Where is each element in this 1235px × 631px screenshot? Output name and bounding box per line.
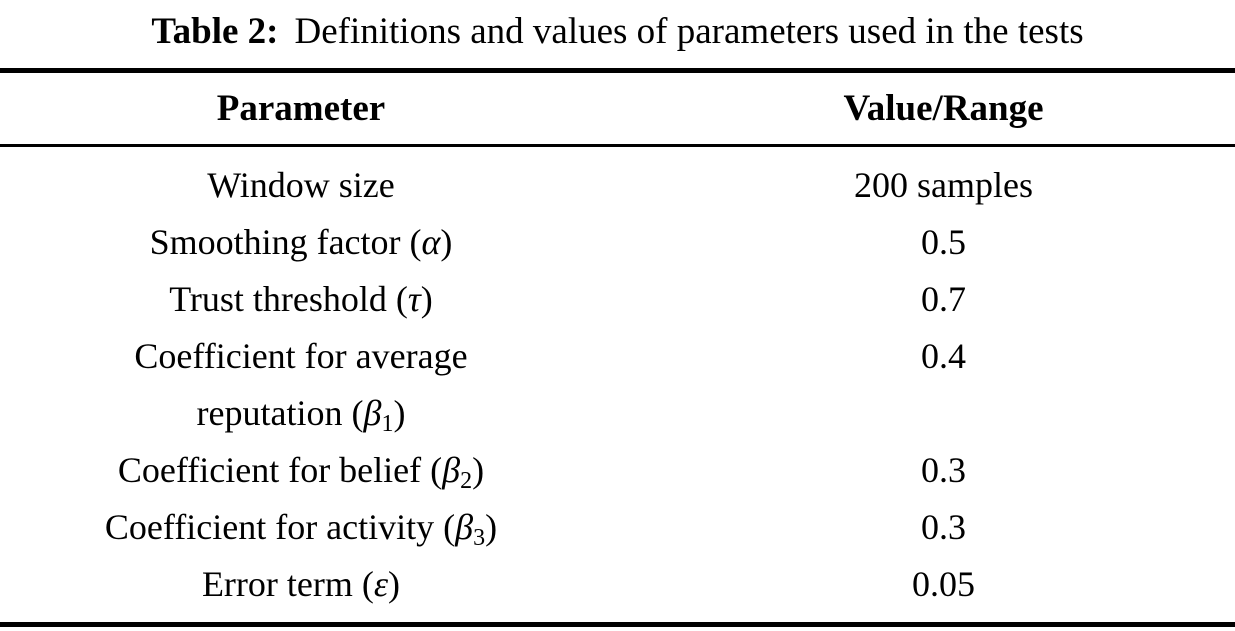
parameter-name: Smoothing factor (α) xyxy=(0,214,602,271)
parameter-text: Smoothing factor ( xyxy=(149,222,422,262)
table-row: Error term (ε) 0.05 xyxy=(0,556,1235,613)
greek-symbol: β xyxy=(363,393,382,433)
table-header-row: Parameter Value/Range xyxy=(0,73,1235,144)
parameter-text-close: ) xyxy=(420,279,433,319)
parameter-text-close: ) xyxy=(472,450,485,490)
parameter-text-close: ) xyxy=(393,393,406,433)
parameter-text: Coefficient for activity ( xyxy=(104,507,456,547)
table-header-rule xyxy=(0,144,1235,147)
table-caption: Table 2: Definitions and values of parame… xyxy=(0,0,1235,58)
value-cell: 0.4 xyxy=(921,336,966,376)
parameter-cell: Smoothing factor (α) xyxy=(0,214,602,271)
parameter-name: Error term (ε) xyxy=(0,556,602,613)
parameter-text-close: ) xyxy=(485,507,498,547)
parameter-cell: Coefficient for activity (β3) xyxy=(0,499,602,556)
table-row: Coefficient for average reputation (β1) … xyxy=(0,328,1235,442)
table-caption-text: Definitions and values of parameters use… xyxy=(294,11,1084,52)
parameter-name-line-1: Coefficient for average xyxy=(0,328,602,385)
parameter-text-close: ) xyxy=(440,222,453,262)
value-cell: 0.3 xyxy=(921,450,966,490)
column-header-parameter: Parameter xyxy=(216,88,386,129)
parameter-name: Window size xyxy=(0,157,602,214)
value-cell: 200 samples xyxy=(854,165,1033,205)
table-row: Smoothing factor (α) 0.5 xyxy=(0,214,1235,271)
parameter-cell: Coefficient for average reputation (β1) xyxy=(0,328,602,442)
parameter-name: Coefficient for belief (β2) xyxy=(0,442,602,499)
table-top-rule xyxy=(0,68,1235,73)
table-body: Window size 200 samples Smoothing factor… xyxy=(0,147,1235,622)
value-cell: 0.5 xyxy=(921,222,966,262)
value-cell: 0.7 xyxy=(921,279,966,319)
table-row: Trust threshold (τ) 0.7 xyxy=(0,271,1235,328)
parameter-name-line-2: reputation (β1) xyxy=(0,385,602,442)
greek-symbol: α xyxy=(421,222,441,262)
parameter-cell: Trust threshold (τ) xyxy=(0,271,602,328)
symbol-subscript: 1 xyxy=(381,411,394,437)
parameter-text: Coefficient for average xyxy=(134,336,468,376)
greek-symbol: ε xyxy=(373,564,389,604)
parameter-text: Window size xyxy=(207,165,395,205)
parameter-cell: Error term (ε) xyxy=(0,556,602,613)
parameter-text-close: ) xyxy=(388,564,401,604)
table-row: Window size 200 samples xyxy=(0,157,1235,214)
value-cell: 0.05 xyxy=(912,564,975,604)
table-row: Coefficient for belief (β2) 0.3 xyxy=(0,442,1235,499)
greek-symbol: β xyxy=(442,450,461,490)
symbol-subscript: 3 xyxy=(473,525,486,551)
greek-symbol: β xyxy=(455,507,474,547)
symbol-subscript: 2 xyxy=(460,468,473,494)
parameter-text: Error term ( xyxy=(201,564,374,604)
parameter-text: Coefficient for belief ( xyxy=(117,450,443,490)
parameter-name: Coefficient for activity (β3) xyxy=(0,499,602,556)
parameter-name: Trust threshold (τ) xyxy=(0,271,602,328)
table-row: Coefficient for activity (β3) 0.3 xyxy=(0,499,1235,556)
value-cell: 0.3 xyxy=(921,507,966,547)
parameter-text: Trust threshold ( xyxy=(169,279,408,319)
parameter-cell: Coefficient for belief (β2) xyxy=(0,442,602,499)
greek-symbol: τ xyxy=(407,279,421,319)
parameter-cell: Window size xyxy=(0,157,602,214)
table-caption-label: Table 2: xyxy=(151,11,279,52)
column-header-value-range: Value/Range xyxy=(843,88,1044,129)
table-bottom-rule xyxy=(0,622,1235,627)
parameter-text: reputation ( xyxy=(196,393,364,433)
